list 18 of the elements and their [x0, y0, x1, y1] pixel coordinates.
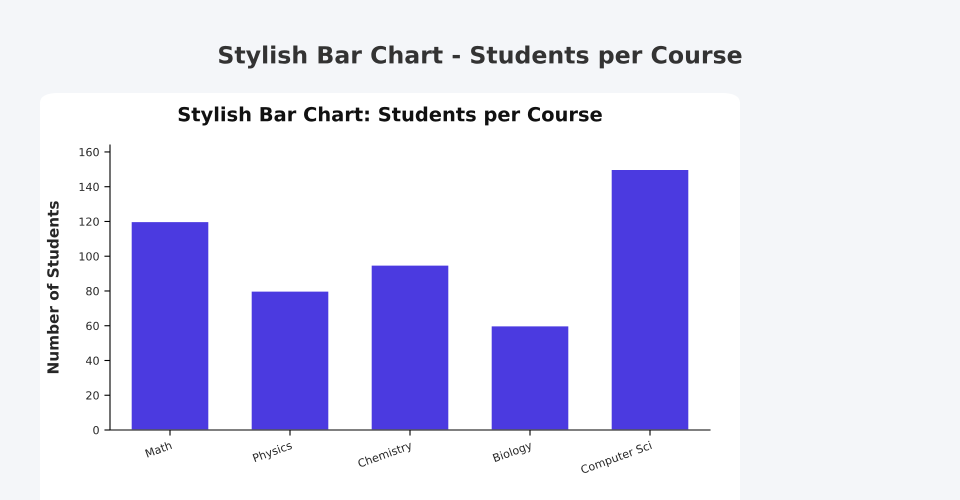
- y-tick-label: 140: [80, 182, 99, 192]
- bar: [610, 168, 690, 430]
- bar: [490, 325, 570, 430]
- chart-title: Stylish Bar Chart - Students per Course: [219, 45, 742, 69]
- bar: [130, 220, 210, 430]
- bar: [370, 264, 450, 430]
- y-tick-label: 120: [80, 217, 99, 226]
- y-tick-label: 160: [80, 148, 99, 156]
- y-tick-label: 60: [86, 322, 99, 330]
- y-tick-label: 80: [86, 286, 99, 296]
- y-tick-label: 40: [86, 356, 99, 365]
- y-axis-title: Number of Students: [46, 201, 59, 374]
- y-tick-label: 100: [80, 252, 99, 261]
- x-tick-label: Math: [144, 440, 172, 458]
- y-tick-label: 20: [86, 391, 99, 400]
- bar: [250, 290, 330, 430]
- chart-subtitle: Stylish Bar Chart: Students per Course: [178, 106, 602, 126]
- y-tick-label: 0: [93, 426, 99, 434]
